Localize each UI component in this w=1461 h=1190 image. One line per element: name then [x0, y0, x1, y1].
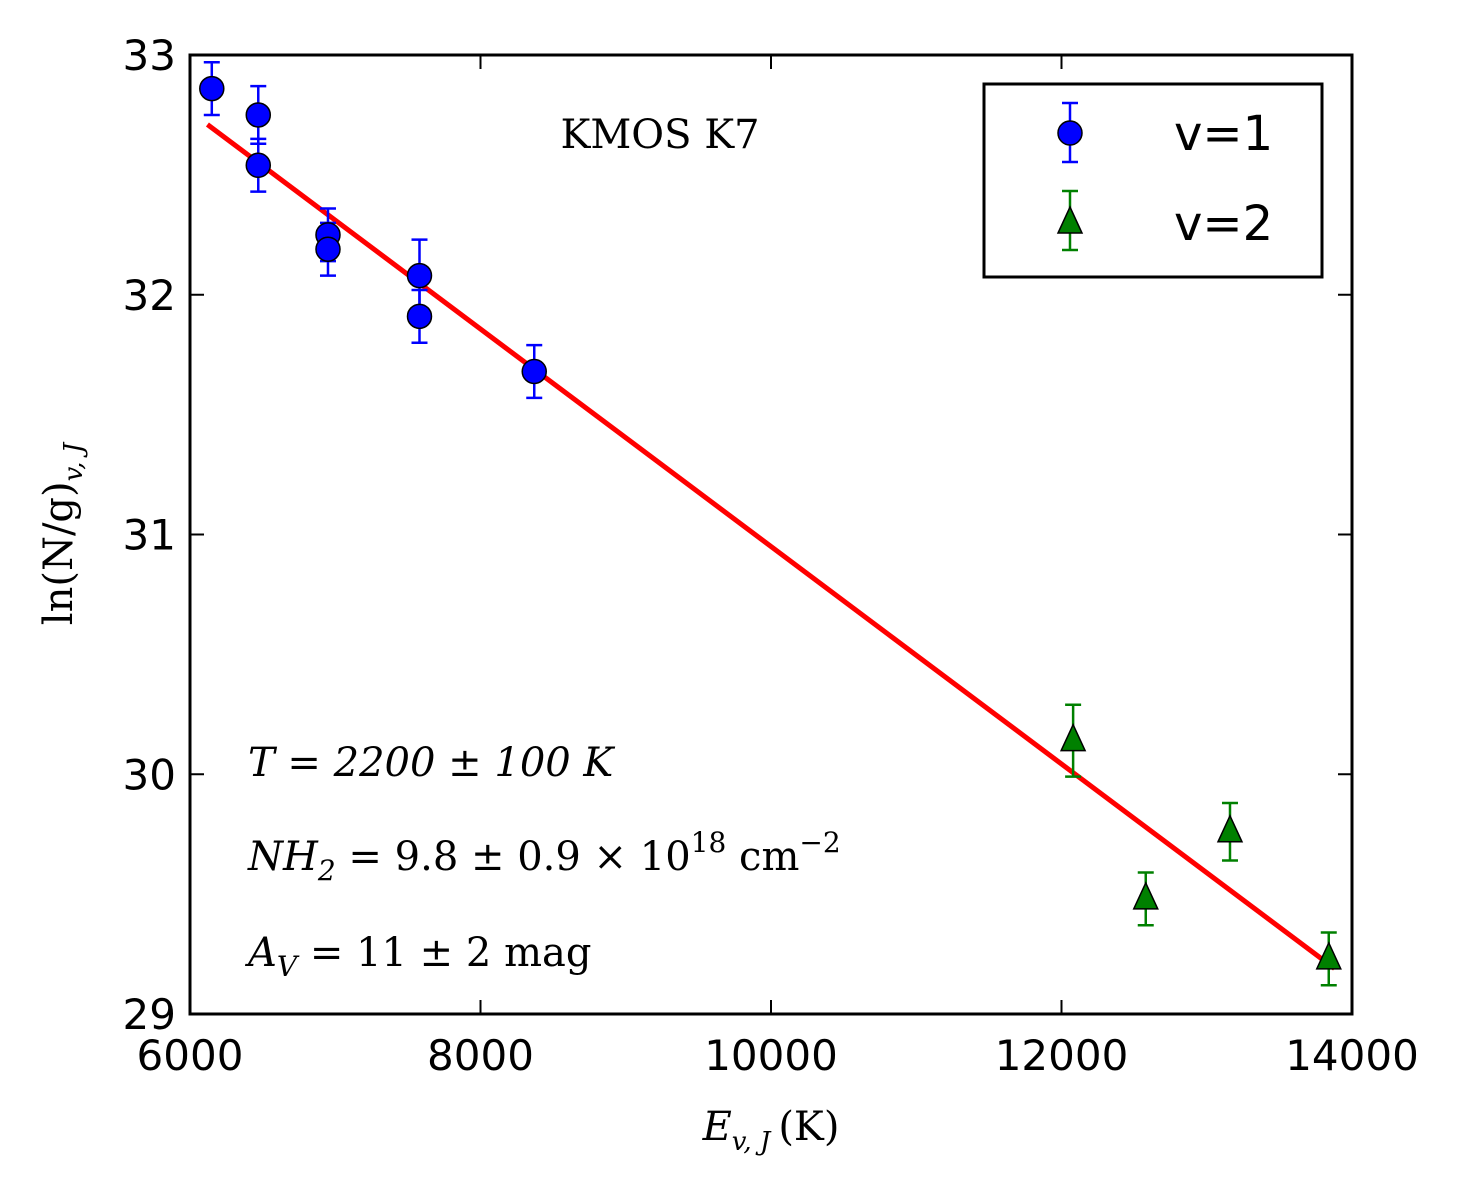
nh2-value: = 9.8 ± 0.9 × 10 [336, 834, 691, 880]
data-markers [199, 75, 1342, 970]
annotation-column-density: NH2 = 9.8 ± 0.9 × 1018 cm−2 [247, 826, 841, 887]
legend: v=1 v=2 [982, 82, 1324, 279]
y-axis-title: ln(N/g)v, J [36, 441, 89, 625]
y-tick-label: 32 [123, 271, 176, 320]
data-point-v1 [245, 102, 272, 128]
y-tick-labels: 29 30 31 32 33 [123, 31, 176, 1039]
y-axis-symbol: ln(N/g) [36, 481, 82, 625]
data-point-v1 [199, 75, 225, 102]
chart-title: KMOS K7 [560, 112, 759, 158]
data-point-v1 [406, 262, 433, 289]
nh2-unit-exponent: −2 [799, 826, 840, 859]
x-tick-label: 14000 [1285, 1031, 1419, 1080]
data-point-v1 [521, 358, 547, 385]
y-tick-label: 31 [123, 511, 176, 560]
y-tick-label: 30 [123, 750, 176, 799]
x-axis-symbol: E [702, 1104, 732, 1150]
x-axis-subscript: v, J [732, 1127, 772, 1157]
nh2-exponent: 18 [691, 826, 727, 859]
axis-ticks [189, 54, 1353, 1015]
annotation-extinction: AV = 11 ± 2 mag [244, 930, 591, 983]
av-value: = 11 ± 2 mag [297, 930, 591, 976]
data-point-v2 [1315, 941, 1342, 970]
nh2-text: NH [247, 834, 319, 880]
data-point-v1 [315, 236, 341, 262]
x-tick-label: 8000 [427, 1031, 534, 1080]
data-point-v1 [406, 303, 433, 330]
y-axis-subscript: v, J [59, 441, 89, 481]
legend-v1-marker [1057, 120, 1083, 146]
data-point-v2 [1132, 881, 1159, 910]
x-tick-label: 6000 [137, 1031, 244, 1080]
x-axis-unit: (K) [778, 1104, 839, 1150]
x-tick-labels: 6000 8000 10000 12000 14000 [137, 1031, 1419, 1080]
x-tick-label: 10000 [704, 1031, 838, 1080]
nh2-unit: cm [726, 834, 799, 880]
y-tick-label: 33 [123, 31, 176, 80]
nh2-subscript: 2 [317, 854, 336, 887]
data-point-v1 [245, 152, 272, 179]
y-tick-label: 29 [123, 990, 176, 1039]
x-tick-label: 12000 [995, 1031, 1129, 1080]
av-text: A [244, 930, 277, 976]
fit-line [205, 122, 1337, 971]
legend-v1-label: v=1 [1174, 106, 1273, 162]
legend-v2-marker [1056, 205, 1084, 234]
legend-box [982, 82, 1324, 279]
annotation-temperature: T = 2200 ± 100 K [248, 740, 615, 786]
x-axis-title: Ev, J (K) [702, 1104, 840, 1157]
data-point-v2 [1059, 722, 1087, 752]
data-point-v2 [1216, 814, 1244, 843]
legend-v2-label: v=2 [1174, 196, 1273, 252]
av-subscript: V [277, 950, 300, 983]
